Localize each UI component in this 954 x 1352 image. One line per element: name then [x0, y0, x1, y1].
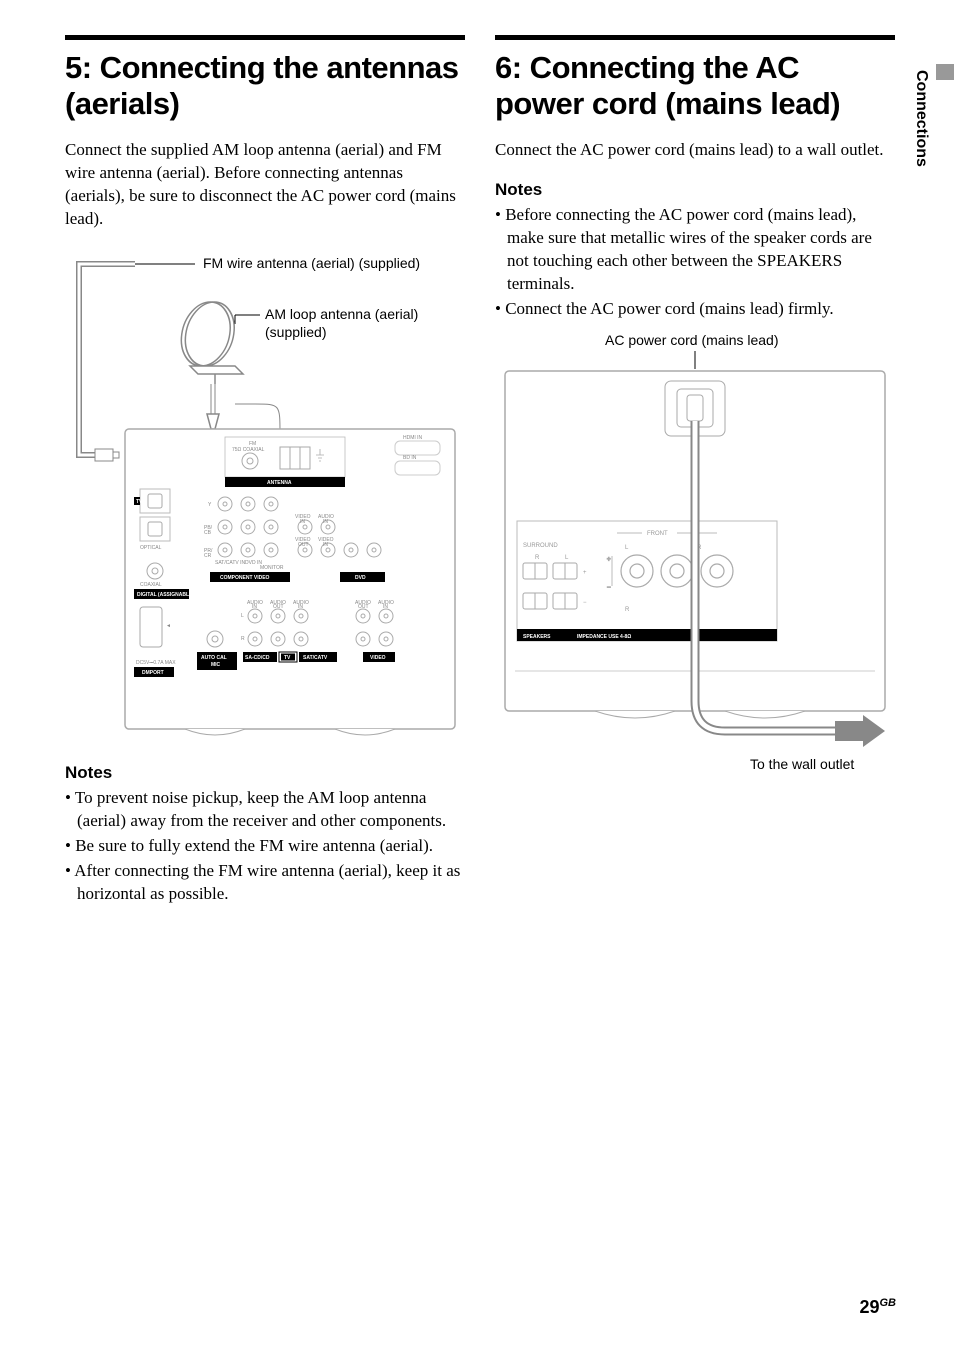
note-item: Be sure to fully extend the FM wire ante…	[65, 835, 465, 858]
page-num-value: 29	[859, 1297, 879, 1317]
section-5-intro: Connect the supplied AM loop antenna (ae…	[65, 139, 465, 231]
svg-text:DMPORT: DMPORT	[142, 670, 164, 676]
heading-rule	[65, 35, 465, 40]
svg-text:SA-CD/CD: SA-CD/CD	[245, 655, 270, 661]
svg-text:SPEAKERS: SPEAKERS	[523, 634, 551, 640]
notes-heading-left: Notes	[65, 763, 465, 783]
right-column: 6: Connecting the AC power cord (mains l…	[495, 35, 895, 908]
svg-text:SURROUND: SURROUND	[523, 543, 558, 549]
notes-list-left: To prevent noise pickup, keep the AM loo…	[65, 787, 465, 906]
fm-label: FM wire antenna (aerial) (supplied)	[203, 255, 420, 271]
page-num-suffix: GB	[880, 1297, 897, 1309]
svg-text:SAT/CATV: SAT/CATV	[303, 655, 328, 661]
left-column: 5: Connecting the antennas (aerials) Con…	[65, 35, 465, 908]
page-number: 29GB	[859, 1297, 896, 1318]
am-label-2: (supplied)	[265, 324, 326, 340]
svg-text:IN: IN	[298, 604, 303, 610]
svg-text:COMPONENT VIDEO: COMPONENT VIDEO	[220, 575, 270, 581]
svg-text:MONITOR: MONITOR	[260, 565, 284, 571]
svg-text:VIDEO: VIDEO	[370, 655, 386, 661]
svg-text:◄: ◄	[166, 623, 171, 629]
ac-label: AC power cord (mains lead)	[605, 332, 779, 348]
svg-text:L: L	[241, 613, 244, 619]
section-5-heading: 5: Connecting the antennas (aerials)	[65, 50, 465, 121]
notes-list-right: Before connecting the AC power cord (mai…	[495, 204, 895, 321]
svg-text:OUT: OUT	[273, 604, 284, 610]
page-columns: 5: Connecting the antennas (aerials) Con…	[65, 35, 894, 908]
svg-text:75Ω COAXIAL: 75Ω COAXIAL	[232, 447, 265, 453]
svg-text:−: −	[607, 585, 611, 591]
section-6-heading: 6: Connecting the AC power cord (mains l…	[495, 50, 895, 121]
svg-text:−: −	[583, 600, 587, 606]
svg-text:BD IN: BD IN	[403, 455, 417, 461]
svg-text:+: +	[583, 570, 587, 576]
note-item: Connect the AC power cord (mains lead) f…	[495, 298, 895, 321]
svg-text:R: R	[535, 555, 540, 561]
svg-text:ANTENNA: ANTENNA	[267, 480, 292, 486]
wall-outlet-label: To the wall outlet	[750, 756, 854, 772]
svg-text:IN: IN	[252, 604, 257, 610]
note-item: Before connecting the AC power cord (mai…	[495, 204, 895, 296]
svg-text:CB: CB	[204, 530, 212, 536]
notes-heading-right: Notes	[495, 180, 895, 200]
svg-text:IN: IN	[323, 519, 328, 525]
antenna-diagram: FM wire antenna (aerial) (supplied) AM l…	[65, 249, 465, 749]
svg-text:R: R	[625, 607, 630, 613]
svg-text:IMPEDANCE USE 4-8Ω: IMPEDANCE USE 4-8Ω	[577, 634, 631, 640]
svg-text:TV: TV	[136, 499, 143, 505]
section-tab: Connections	[912, 70, 930, 167]
note-item: After connecting the FM wire antenna (ae…	[65, 860, 465, 906]
svg-text:DC5V⎓0.7A MAX: DC5V⎓0.7A MAX	[136, 660, 176, 666]
svg-text:OUT: OUT	[298, 542, 309, 548]
svg-text:OPTICAL: OPTICAL	[140, 545, 162, 551]
svg-text:+: +	[607, 557, 611, 563]
svg-text:IN: IN	[300, 519, 305, 525]
svg-text:AUTO CAL: AUTO CAL	[201, 655, 227, 661]
svg-text:SAT/CATV IN: SAT/CATV IN	[215, 560, 245, 566]
side-index-bar	[936, 64, 954, 80]
svg-text:HDMI IN: HDMI IN	[403, 435, 423, 441]
power-diagram: AC power cord (mains lead)	[495, 329, 895, 789]
svg-text:DIGITAL (ASSIGNABLE): DIGITAL (ASSIGNABLE)	[137, 592, 194, 598]
am-label-1: AM loop antenna (aerial)	[265, 306, 418, 322]
heading-rule	[495, 35, 895, 40]
svg-text:MIC: MIC	[211, 662, 221, 668]
svg-text:IN: IN	[383, 604, 388, 610]
svg-text:DVD: DVD	[355, 575, 366, 581]
svg-text:IN: IN	[323, 542, 328, 548]
svg-text:TV: TV	[284, 655, 291, 661]
section-6-intro: Connect the AC power cord (mains lead) t…	[495, 139, 895, 162]
note-item: To prevent noise pickup, keep the AM loo…	[65, 787, 465, 833]
svg-text:R: R	[241, 636, 245, 642]
svg-text:OUT: OUT	[358, 604, 369, 610]
svg-text:FRONT: FRONT	[647, 531, 668, 537]
svg-text:CR: CR	[204, 553, 212, 559]
svg-text:COAXIAL: COAXIAL	[140, 582, 162, 588]
